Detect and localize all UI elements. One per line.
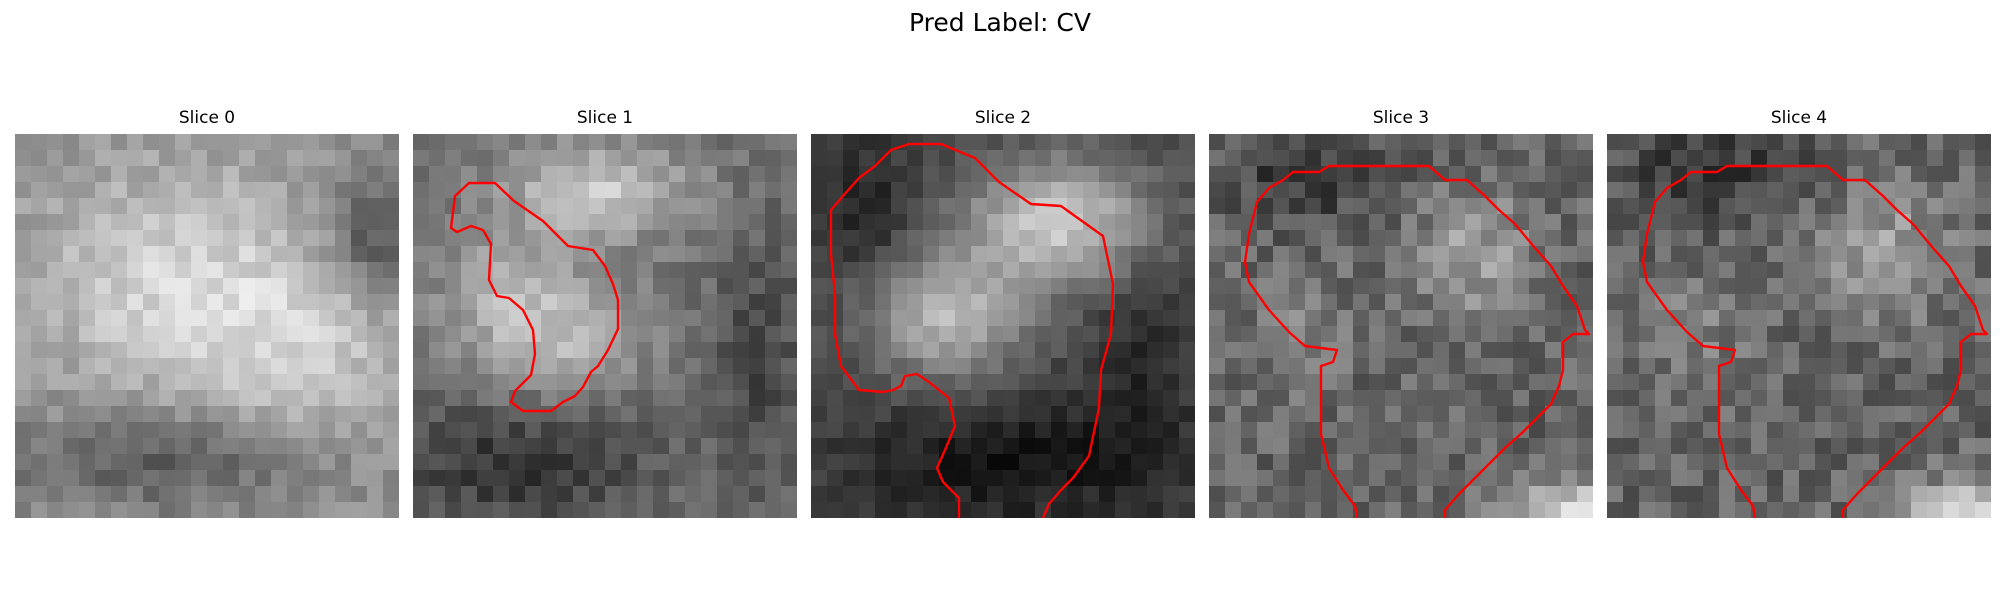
segmentation-contour	[1641, 164, 1989, 518]
contour-line	[449, 181, 620, 413]
contour-line	[829, 142, 1115, 518]
slice-image	[811, 134, 1195, 518]
segmentation-contour	[449, 181, 620, 413]
slice-title: Slice 4	[1770, 108, 1828, 128]
contour-line	[1641, 164, 1989, 518]
contour-line	[1243, 164, 1591, 518]
slice-panel-4: Slice 4	[1607, 108, 1991, 518]
slice-image	[413, 134, 797, 518]
figure-title: Pred Label: CV	[909, 8, 1091, 37]
slice-image	[1607, 134, 1991, 518]
slice-title: Slice 0	[178, 108, 236, 128]
slice-panel-0: Slice 0	[15, 108, 399, 518]
segmentation-contour	[15, 134, 399, 518]
slice-panel-3: Slice 3	[1209, 108, 1593, 518]
slice-title: Slice 2	[974, 108, 1032, 128]
slice-image	[15, 134, 399, 518]
slice-title: Slice 1	[576, 108, 634, 128]
segmentation-contour	[1243, 164, 1591, 518]
slice-title: Slice 3	[1372, 108, 1430, 128]
segmentation-contour	[829, 142, 1115, 518]
slice-panel-2: Slice 2	[811, 108, 1195, 518]
slice-panel-1: Slice 1	[413, 108, 797, 518]
slice-image	[1209, 134, 1593, 518]
